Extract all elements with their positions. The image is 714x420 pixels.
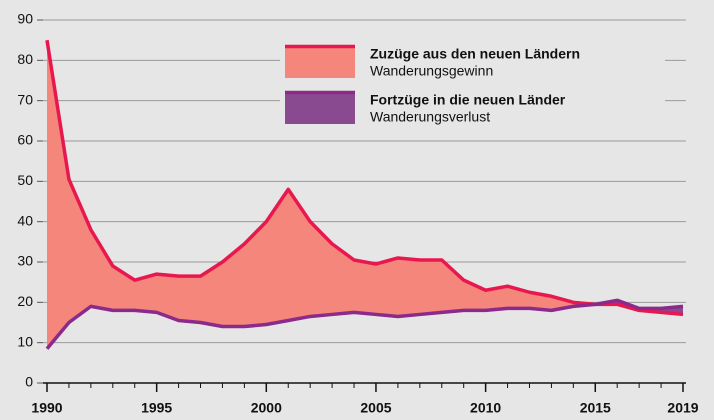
- series-line: [45, 39, 684, 317]
- y-tick-label: 90: [17, 11, 33, 27]
- x-tick-label: 2019: [667, 400, 698, 416]
- x-tick-label: 2010: [470, 400, 501, 416]
- y-tick-label: 80: [17, 51, 33, 67]
- y-tick-label: 20: [17, 293, 33, 309]
- x-tick-label: 1995: [141, 400, 172, 416]
- y-tick-label: 70: [17, 91, 33, 107]
- x-tick-label: 1990: [31, 400, 62, 416]
- gain-area: [47, 40, 683, 349]
- y-tick-label: 40: [17, 212, 33, 228]
- x-tick-label: 2000: [251, 400, 282, 416]
- legend-label: Zuzüge aus den neuen Ländern: [370, 46, 580, 62]
- y-tick-label: 0: [25, 374, 33, 390]
- y-tick-label: 10: [17, 333, 33, 349]
- x-tick-label: 2005: [360, 400, 391, 416]
- legend-label: Fortzüge in die neuen Länder: [370, 92, 566, 108]
- x-tick-label: 2015: [580, 400, 611, 416]
- legend-sublabel: Wanderungsverlust: [370, 109, 490, 125]
- legend-swatch: [285, 45, 355, 78]
- y-tick-label: 50: [17, 172, 33, 188]
- legend-swatch: [285, 91, 355, 124]
- y-tick-label: 30: [17, 253, 33, 269]
- y-tick-label: 60: [17, 132, 33, 148]
- legend-sublabel: Wanderungsgewinn: [370, 63, 493, 79]
- series-line: [45, 298, 684, 350]
